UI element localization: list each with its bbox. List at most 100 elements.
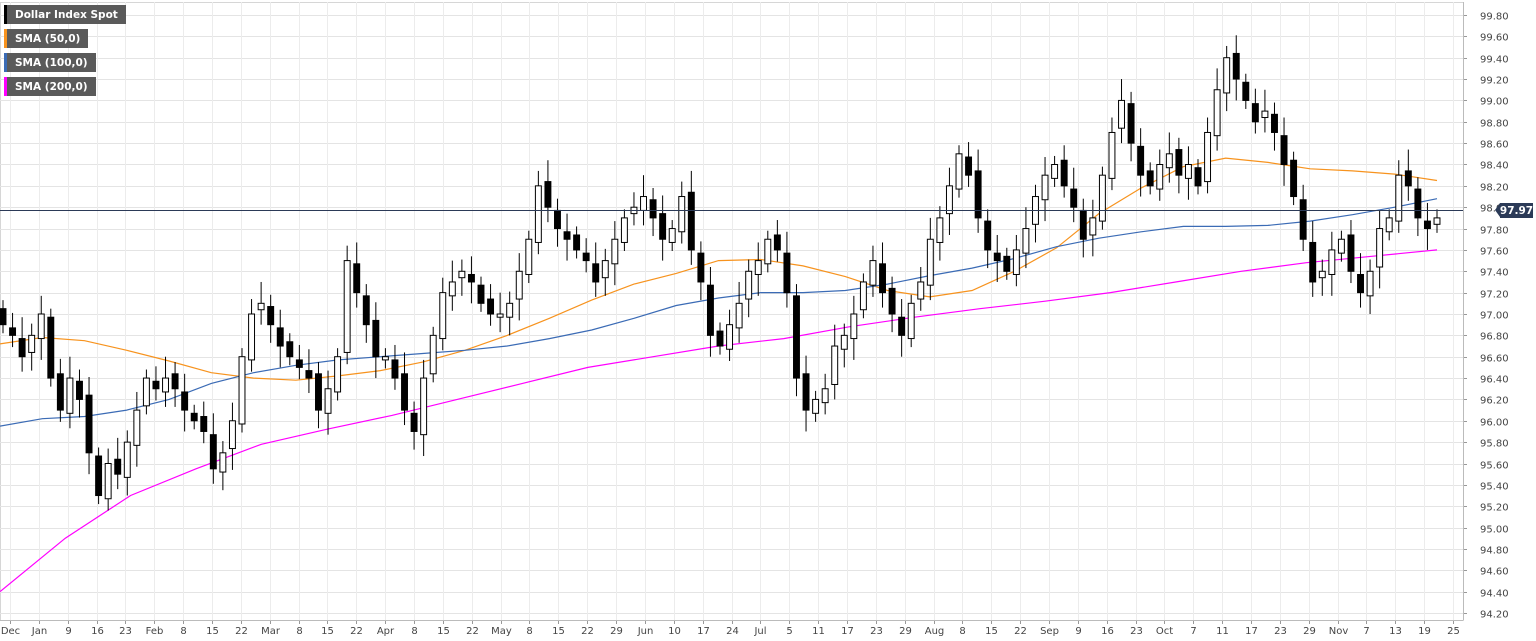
candle-body [1328,249,1336,275]
last-price-tag: 97.97 [1495,203,1534,218]
candle [926,217,934,301]
candle-body [1385,217,1393,233]
candle [678,181,686,244]
candle [391,344,399,390]
candle [1175,137,1183,194]
candle-body [554,209,561,230]
candle-body [945,185,953,215]
candle-body [181,391,189,411]
candle-body [1366,270,1374,297]
candle [1251,88,1259,134]
candle [850,295,858,360]
candle-body [0,308,7,326]
candle-body [1089,217,1097,236]
candle [334,348,342,401]
candle [697,241,705,301]
candle-body [1127,103,1135,144]
candle [706,267,714,357]
candle [821,373,829,415]
candle-body [678,196,686,233]
candle-body [974,170,982,219]
y-tick-label: 96.40 [1480,375,1509,386]
candle [1395,160,1403,233]
x-tick-label: 11 [812,626,825,637]
candle [515,253,523,321]
candle-body [1395,174,1403,222]
candle [142,369,150,415]
candle [76,369,83,418]
candle [248,299,256,372]
candle [1318,259,1326,296]
candle-body [200,416,208,432]
candle [1347,220,1355,284]
candle [544,160,552,223]
legend-swatch [4,77,7,96]
x-tick-label: May [491,626,512,637]
y-tick-label: 98.20 [1480,183,1509,194]
candle [945,167,953,235]
candle [343,245,351,365]
candle-body [238,356,246,425]
x-tick-label: 11 [1216,626,1229,637]
candle-body [773,234,781,251]
x-tick-label: 23 [119,626,132,637]
y-tick-label: 96.60 [1480,354,1509,365]
candle [984,209,992,269]
candle [1098,166,1106,230]
chart-axes: 99.80 99.60 99.40 99.20 99.00 98.80 98.60 98.40… [0,2,1509,637]
candle [888,276,896,333]
candle [745,259,753,318]
candle-body [401,373,408,411]
candle-body [1003,255,1011,272]
candle [726,309,734,361]
candle [496,292,504,333]
candle-body [783,252,791,294]
candle [362,284,370,343]
candle [1032,184,1039,243]
candle-body [257,302,265,311]
candle-body [343,260,351,353]
candle [1280,117,1288,186]
x-tick-label: 23 [1274,626,1287,637]
candle [1022,207,1030,269]
candle-body [573,234,581,251]
candle-body [955,153,963,190]
candle [1070,167,1078,223]
candle-body [95,455,103,497]
candle-body [563,231,571,240]
candle [1213,68,1221,151]
y-tick-label: 97.40 [1480,268,1509,279]
candle-body [601,260,609,279]
candle [869,245,877,297]
candle-body [1060,159,1068,187]
legend-swatch [4,5,7,24]
candle-body [276,327,284,347]
sma-lines [0,157,1438,593]
candle [410,401,418,450]
candle [974,149,982,233]
candle [1433,209,1441,233]
legend-item-sma-50: SMA (50,0) [4,29,89,48]
candle-body [1251,103,1259,123]
x-tick-label: 15 [552,626,565,637]
candle-body [353,263,361,294]
x-tick-label: 17 [1245,626,1258,637]
candle-body [1223,57,1231,94]
candle-body [1423,220,1431,230]
candle-body [1290,159,1298,198]
candle-body [1414,188,1422,219]
candle-body [420,377,428,436]
candle [1137,128,1145,197]
x-tick-label: Feb [146,626,164,637]
candle [1165,132,1173,183]
candle-body [315,373,322,411]
x-tick-label: 22 [235,626,248,637]
sma-line-100 [0,198,1438,427]
candle [534,170,542,255]
candle-body [76,380,83,400]
candle [448,260,456,311]
candle [840,323,848,368]
candle-body [439,292,447,340]
candle [353,242,361,308]
